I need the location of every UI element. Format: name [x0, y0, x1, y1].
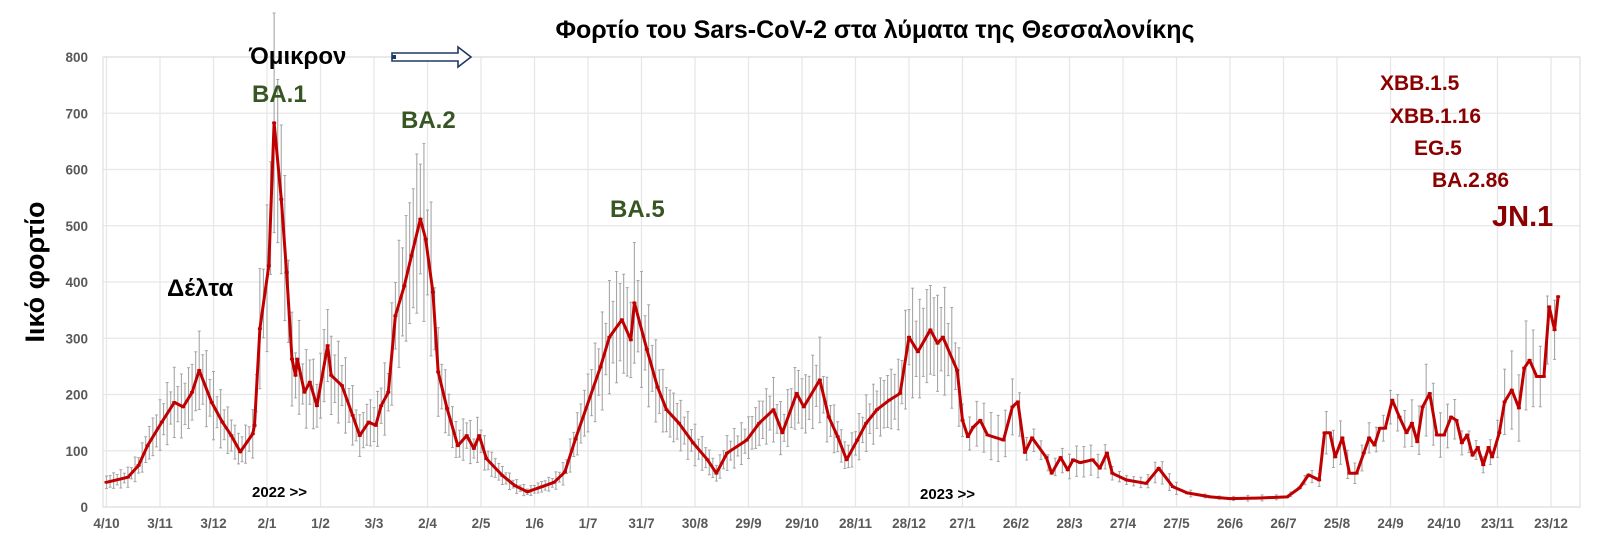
- series-line-group: [104, 121, 1561, 501]
- x-tick-label: 26/6: [1217, 516, 1244, 531]
- x-tick-label: 23/11: [1481, 516, 1515, 531]
- x-tick-label: 23/12: [1534, 516, 1568, 531]
- x-tick-label: 3/12: [200, 516, 226, 531]
- plot-area-border: [102, 56, 1581, 508]
- x-tick-label: 27/1: [949, 516, 976, 531]
- y-tick-label: 700: [65, 106, 88, 121]
- annotation-year-2023: 2023 >>: [920, 486, 975, 503]
- y-tick-label: 500: [65, 219, 88, 234]
- x-tick-label: 24/9: [1377, 516, 1403, 531]
- x-tick-label: 29/9: [735, 516, 761, 531]
- y-tick-label: 400: [65, 275, 88, 290]
- annotation-xbb-1-5: XBB.1.5: [1380, 72, 1460, 95]
- y-tick-label: 0: [80, 500, 88, 515]
- x-tick-label: 31/7: [628, 516, 654, 531]
- x-tick-label: 28/12: [892, 516, 926, 531]
- annotation-xbb-1-16: XBB.1.16: [1390, 105, 1481, 128]
- annotation-ba5: BA.5: [610, 196, 665, 223]
- annotation-ba1: BA.1: [252, 81, 307, 108]
- chart-title: Φορτίο του Sars-CoV-2 στα λύματα της Θεσ…: [555, 16, 1194, 44]
- x-tick-label: 1/6: [525, 516, 544, 531]
- annotation-jn-1: JN.1: [1492, 201, 1553, 233]
- x-tick-label: 29/10: [785, 516, 819, 531]
- annotation-year-2022: 2022 >>: [252, 484, 307, 501]
- x-tick-label: 2/1: [258, 516, 277, 531]
- annotation-eg-5: EG.5: [1414, 137, 1462, 160]
- y-axis-ticks: 0 100 200 300 400 500 600 700 800: [65, 50, 88, 515]
- annotation-ba-2-86: BA.2.86: [1432, 169, 1509, 192]
- y-tick-label: 300: [65, 331, 88, 346]
- x-tick-label: 28/3: [1056, 516, 1083, 531]
- x-tick-label: 27/5: [1163, 516, 1190, 531]
- x-tick-label: 26/7: [1270, 516, 1296, 531]
- x-tick-label: 27/4: [1110, 516, 1137, 531]
- y-tick-label: 600: [65, 163, 88, 178]
- y-axis-label: Ιικό φορτίο: [20, 202, 50, 343]
- x-tick-label: 3/11: [147, 516, 173, 531]
- x-tick-label: 30/8: [682, 516, 709, 531]
- x-tick-label: 26/2: [1003, 516, 1029, 531]
- x-tick-label: 3/3: [365, 516, 384, 531]
- x-axis-ticks: 4/10 3/11 3/12 2/1 1/2 3/3 2/4 2/5 1/6 1/7 31/7 30/…: [93, 516, 1568, 531]
- x-tick-label: 25/8: [1324, 516, 1351, 531]
- y-tick-label: 800: [65, 50, 88, 65]
- x-tick-label: 28/11: [839, 516, 873, 531]
- annotation-delta: Δέλτα: [167, 275, 233, 302]
- annotation-omicron: Όμικρον: [248, 43, 346, 70]
- omicron-arrow-icon: [391, 45, 473, 69]
- x-tick-label: 24/10: [1427, 516, 1461, 531]
- y-tick-label: 200: [65, 388, 88, 403]
- annotation-ba2: BA.2: [401, 107, 456, 134]
- x-tick-label: 2/4: [418, 516, 437, 531]
- x-tick-label: 4/10: [93, 516, 119, 531]
- x-tick-label: 1/7: [579, 516, 598, 531]
- x-tick-label: 2/5: [472, 516, 491, 531]
- y-tick-label: 100: [65, 444, 88, 459]
- x-tick-label: 1/2: [311, 516, 330, 531]
